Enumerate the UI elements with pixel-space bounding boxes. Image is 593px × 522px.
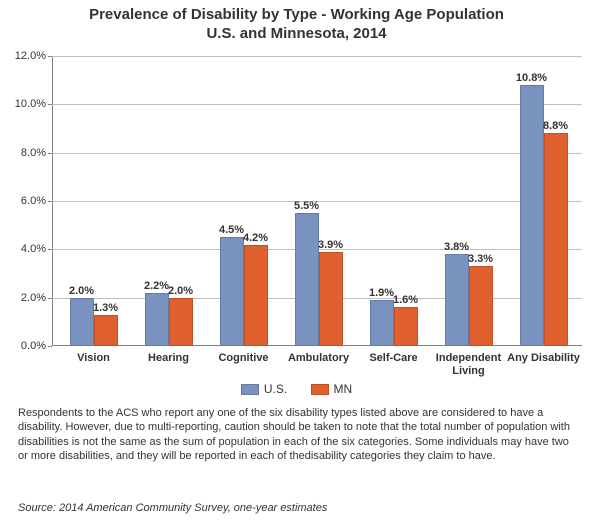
bar-us: 1.9% <box>370 300 394 346</box>
bar-us: 10.8% <box>520 85 544 346</box>
bar-value-label: 1.9% <box>369 287 394 301</box>
bar-mn: 4.2% <box>244 245 268 347</box>
gridline <box>52 104 582 105</box>
bar-value-label: 4.2% <box>243 232 268 246</box>
bar-mn: 2.0% <box>169 298 193 346</box>
category-label: Hearing <box>131 346 206 365</box>
bar-us: 3.8% <box>445 254 469 346</box>
bar-us: 2.2% <box>145 293 169 346</box>
bar-value-label: 2.2% <box>144 280 169 294</box>
category-label: IndependentLiving <box>431 346 506 377</box>
bar-value-label: 3.8% <box>444 241 469 255</box>
bar-group: 3.8%3.3% <box>431 254 506 346</box>
category-label: Cognitive <box>206 346 281 365</box>
bar-us: 2.0% <box>70 298 94 346</box>
legend-swatch-us <box>241 384 259 395</box>
category-label: Any Disability <box>506 346 581 365</box>
legend-item-mn: MN <box>311 382 353 396</box>
chart-title-line2: U.S. and Minnesota, 2014 <box>0 25 593 44</box>
bar-mn: 1.3% <box>94 315 118 346</box>
legend: U.S. MN <box>0 382 593 398</box>
bar-value-label: 3.9% <box>318 239 343 253</box>
source-text: Source: 2014 American Community Survey, … <box>18 502 327 514</box>
bar-mn: 3.3% <box>469 266 493 346</box>
y-axis-label: 8.0% <box>21 147 52 159</box>
y-axis-label: 4.0% <box>21 243 52 255</box>
bar-value-label: 8.8% <box>543 120 568 134</box>
category-label: Self-Care <box>356 346 431 365</box>
bar-group: 4.5%4.2% <box>206 237 281 346</box>
bar-mn: 3.9% <box>319 252 343 346</box>
bar-value-label: 1.3% <box>93 302 118 316</box>
bar-group: 10.8%8.8% <box>506 85 581 346</box>
bar-value-label: 1.6% <box>393 294 418 308</box>
y-axis-label: 6.0% <box>21 195 52 207</box>
bar-value-label: 2.0% <box>168 285 193 299</box>
gridline <box>52 153 582 154</box>
bar-group: 2.2%2.0% <box>131 293 206 346</box>
category-label: Vision <box>56 346 131 365</box>
bar-group: 5.5%3.9% <box>281 213 356 346</box>
bar-group: 1.9%1.6% <box>356 300 431 346</box>
bar-mn: 1.6% <box>394 307 418 346</box>
bar-us: 5.5% <box>295 213 319 346</box>
bar-group: 2.0%1.3% <box>56 298 131 346</box>
bar-value-label: 4.5% <box>219 224 244 238</box>
chart-title-line1: Prevalence of Disability by Type - Worki… <box>0 6 593 25</box>
y-axis-label: 0.0% <box>21 340 52 352</box>
plot-area: 0.0%2.0%4.0%6.0%8.0%10.0%12.0%2.0%1.3%Vi… <box>52 56 582 346</box>
bar-value-label: 10.8% <box>516 72 547 86</box>
chart-title: Prevalence of Disability by Type - Worki… <box>0 0 593 44</box>
bar-mn: 8.8% <box>544 133 568 346</box>
y-axis-label: 12.0% <box>15 50 52 62</box>
y-axis-label: 2.0% <box>21 292 52 304</box>
bar-us: 4.5% <box>220 237 244 346</box>
bar-value-label: 3.3% <box>468 253 493 267</box>
legend-item-us: U.S. <box>241 382 287 396</box>
legend-swatch-mn <box>311 384 329 395</box>
y-axis-label: 10.0% <box>15 98 52 110</box>
gridline <box>52 56 582 57</box>
footnote-text: Respondents to the ACS who report any on… <box>18 406 579 463</box>
category-label: Ambulatory <box>281 346 356 365</box>
bar-value-label: 2.0% <box>69 285 94 299</box>
legend-label-us: U.S. <box>264 382 287 396</box>
bar-value-label: 5.5% <box>294 200 319 214</box>
legend-label-mn: MN <box>334 382 353 396</box>
